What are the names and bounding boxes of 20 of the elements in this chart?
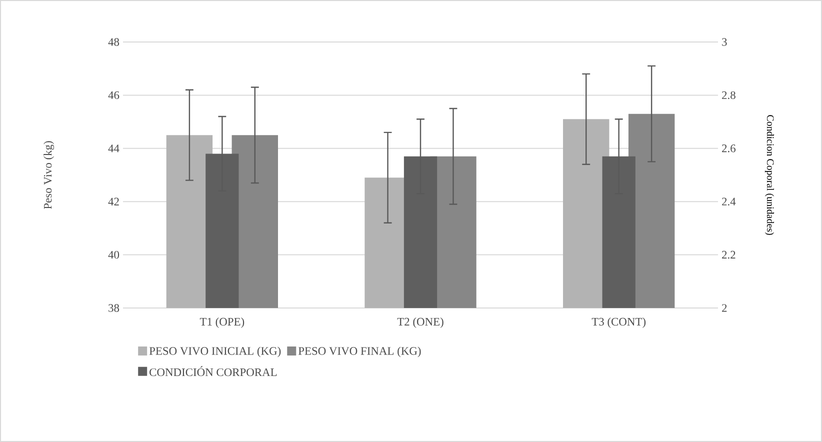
x-tick-label: T3 (CONT) [592,318,646,328]
y2-tick-label: 2.4 [722,198,736,206]
legend-label: PESO VIVO INICIAL (KG) [149,346,281,358]
y2-tick-label: 2.8 [722,91,736,100]
legend-label: CONDICIÓN CORPORAL [150,366,277,376]
x-tick-label: T1 (OPE) [200,318,244,328]
y-tick-label: 42 [108,198,119,206]
y2-axis-title: Condicion Coporal (unidades) [764,115,774,235]
y2-tick-label: 3 [722,38,727,46]
x-tick-label: T2 (ONE) [397,318,444,328]
y2-tick-label: 2.2 [722,250,736,259]
y-tick-label: 46 [108,91,120,100]
y-tick-label: 38 [108,304,120,312]
y-tick-label: 40 [108,250,120,259]
y2-tick-label: 2 [722,304,727,312]
legend-label: PESO VIVO FINAL (KG) [298,346,421,358]
y-tick-label: 48 [108,38,120,46]
y-axis-title: Peso Vivo (kg) [44,141,54,210]
y2-tick-label: 2.6 [722,144,736,152]
y-tick-label: 44 [108,144,120,152]
